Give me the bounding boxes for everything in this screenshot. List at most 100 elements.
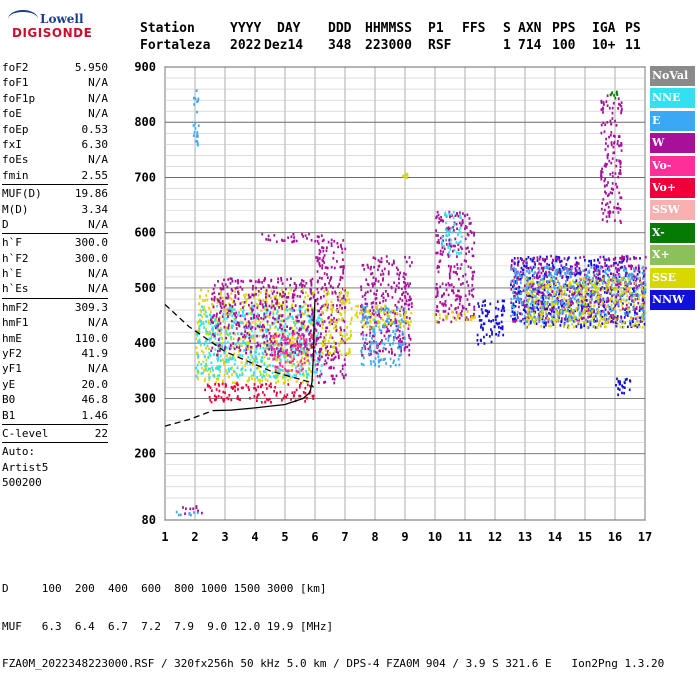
echo-point <box>410 298 412 301</box>
echo-point <box>555 310 557 313</box>
echo-point <box>404 313 406 316</box>
echo-point <box>250 346 252 349</box>
echo-point <box>319 316 321 319</box>
echo-point <box>216 358 218 361</box>
echo-point <box>267 340 269 343</box>
echo-point <box>552 318 554 321</box>
echo-point <box>588 276 590 279</box>
echo-point <box>607 154 609 157</box>
echo-point <box>609 317 611 320</box>
echo-point <box>270 311 272 314</box>
echo-point <box>349 301 351 304</box>
echo-point <box>226 355 228 358</box>
echo-point <box>304 362 306 365</box>
echo-point <box>256 376 258 379</box>
echo-point <box>547 287 549 290</box>
echo-point <box>213 288 215 291</box>
echo-point <box>220 359 222 362</box>
echo-point <box>332 378 334 381</box>
echo-point <box>311 292 313 295</box>
echo-point <box>608 206 610 209</box>
echo-point <box>452 316 454 319</box>
echo-point <box>583 317 585 320</box>
echo-point <box>404 349 406 352</box>
echo-point <box>495 316 497 319</box>
echo-point <box>251 313 253 316</box>
echo-point <box>251 310 253 313</box>
echo-point <box>528 323 530 326</box>
echo-point <box>305 282 307 285</box>
echo-point <box>597 288 599 291</box>
echo-point <box>462 282 464 285</box>
echo-point <box>437 291 439 294</box>
echo-point <box>608 160 610 163</box>
echo-point <box>222 283 224 286</box>
echo-point <box>216 378 218 381</box>
echo-point <box>328 241 330 244</box>
echo-point <box>220 332 222 335</box>
echo-point <box>216 313 218 316</box>
echo-point <box>606 259 608 262</box>
echo-point <box>317 363 319 366</box>
echo-point <box>212 333 214 336</box>
echo-point <box>443 310 445 313</box>
echo-point <box>374 282 376 285</box>
echo-point <box>527 282 529 285</box>
echo-point <box>295 316 297 319</box>
echo-point <box>333 353 335 356</box>
echo-point <box>393 260 395 263</box>
echo-point <box>263 286 265 289</box>
echo-point <box>623 256 625 259</box>
echo-point <box>316 319 318 322</box>
echo-point <box>561 305 563 308</box>
echo-point <box>626 304 628 307</box>
echo-point <box>611 141 613 144</box>
echo-point <box>257 379 259 382</box>
echo-point <box>369 332 371 335</box>
echo-point <box>274 386 276 389</box>
echo-point <box>641 288 643 291</box>
echo-point <box>572 280 574 283</box>
echo-point <box>269 239 271 242</box>
echo-point <box>269 332 271 335</box>
echo-point <box>397 347 399 350</box>
echo-point <box>227 293 229 296</box>
echo-point <box>266 387 268 390</box>
echo-point <box>617 302 619 305</box>
echo-point <box>558 295 560 298</box>
echo-point <box>378 321 380 324</box>
echo-point <box>317 291 319 294</box>
echo-point <box>372 285 374 288</box>
echo-point <box>638 265 640 268</box>
echo-point <box>602 122 604 125</box>
y-tick-label: 400 <box>134 336 156 350</box>
echo-point <box>214 334 216 337</box>
echo-point <box>537 259 539 262</box>
echo-point <box>510 315 512 318</box>
x-tick-label: 10 <box>428 530 442 544</box>
echo-point <box>637 273 639 276</box>
echo-point <box>408 344 410 347</box>
x-tick-label: 17 <box>638 530 652 544</box>
echo-point <box>384 335 386 338</box>
echo-point <box>379 329 381 332</box>
echo-point <box>202 372 204 375</box>
echo-point <box>399 330 401 333</box>
echo-point <box>269 295 271 298</box>
echo-point <box>219 374 221 377</box>
echo-point <box>225 383 227 386</box>
echo-point <box>363 324 365 327</box>
echo-point <box>399 313 401 316</box>
echo-point <box>645 267 647 270</box>
echo-point <box>375 306 377 309</box>
echo-point <box>301 334 303 337</box>
echo-point <box>307 359 309 362</box>
echo-point <box>532 283 534 286</box>
echo-point <box>309 319 311 322</box>
echo-point <box>607 104 609 107</box>
echo-point <box>208 307 210 310</box>
echo-point <box>194 131 196 134</box>
echo-point <box>634 299 636 302</box>
echo-point <box>267 323 269 326</box>
echo-point <box>550 320 552 323</box>
